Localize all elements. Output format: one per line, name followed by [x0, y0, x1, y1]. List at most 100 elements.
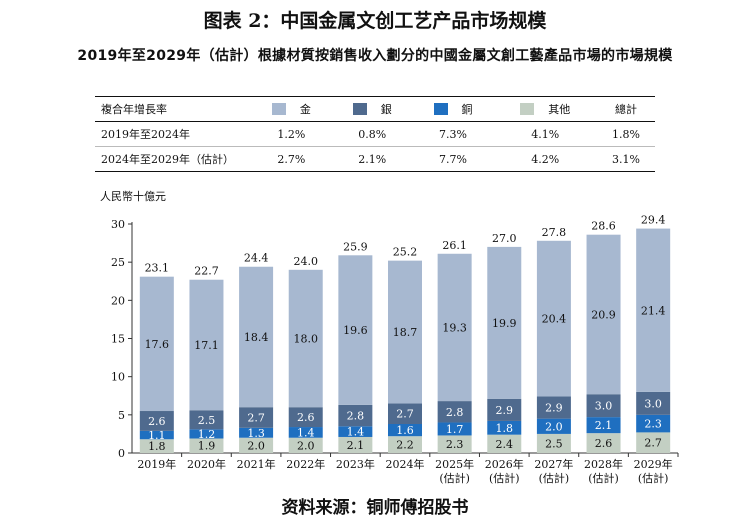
total-label: 22.7 — [194, 265, 219, 278]
bar-segment-other — [139, 439, 174, 453]
x-tick-label: 2023年 — [336, 457, 375, 471]
data-label-other: 1.9 — [198, 440, 216, 453]
bar-segment-gold — [437, 253, 472, 402]
data-label-other: 2.6 — [595, 437, 613, 450]
cagr-cell: 4.2% — [493, 146, 598, 172]
bar-segment-copper — [338, 426, 373, 437]
data-label-other: 2.3 — [446, 438, 464, 451]
data-label-copper: 1.7 — [446, 423, 464, 436]
data-label-gold: 19.6 — [343, 324, 368, 337]
y-axis-label: 人民幣十億元 — [100, 189, 166, 203]
x-tick-label-sub: (估計) — [539, 471, 570, 485]
bar-segment-gold — [586, 234, 621, 395]
bar-segment-gold — [536, 240, 571, 397]
figure-title: 图表 2：中国金属文创工艺产品市场规模 — [203, 10, 547, 32]
data-label-gold: 19.3 — [442, 321, 467, 334]
bar-segment-silver — [388, 403, 422, 424]
data-label-silver: 2.7 — [247, 412, 265, 425]
data-label-other: 2.4 — [496, 438, 514, 451]
bar-segment-other — [536, 433, 571, 453]
data-label-gold: 17.1 — [194, 339, 219, 352]
bar-segment-copper — [437, 422, 472, 436]
total-label: 25.9 — [343, 240, 368, 253]
data-label-other: 2.7 — [644, 437, 662, 450]
data-label-gold: 20.9 — [591, 308, 616, 321]
copper-swatch — [433, 103, 448, 115]
data-label-silver: 2.5 — [198, 414, 216, 427]
bar-segment-silver — [536, 396, 571, 419]
data-label-other: 2.5 — [545, 437, 563, 450]
cagr-col-total: 總計 — [597, 96, 655, 122]
bar-segment-gold — [288, 269, 323, 408]
data-label-other: 2.0 — [247, 439, 265, 452]
data-label-silver: 2.9 — [545, 402, 563, 415]
bar-segment-gold — [139, 276, 174, 412]
y-tick-label: 15 — [111, 333, 125, 346]
bar-segment-copper — [536, 418, 571, 434]
cagr-cell: 2.7% — [251, 146, 332, 172]
cagr-row-label: 2019年至2024年 — [95, 121, 251, 147]
x-tick-label: 2025年 — [435, 457, 474, 471]
data-label-copper: 2.3 — [644, 418, 662, 431]
data-label-gold: 18.0 — [293, 333, 318, 346]
data-label-other: 2.2 — [396, 439, 414, 452]
cagr-header-label: 複合年增長率 — [95, 96, 251, 122]
cagr-table: 複合年增長率 金 銀 銅 其他 總計 2019年至2024年 1.2% 0.8%… — [95, 96, 655, 172]
cagr-row-2019-2024: 2019年至2024年 1.2% 0.8% 7.3% 4.1% 1.8% — [95, 121, 655, 147]
data-label-other: 2.0 — [297, 439, 315, 452]
data-label-copper: 2.0 — [545, 420, 563, 433]
data-label-silver: 2.6 — [297, 411, 315, 424]
cagr-cell: 0.8% — [331, 121, 413, 147]
bar-segment-gold — [487, 246, 522, 399]
bar-segment-silver — [586, 394, 621, 418]
bar-segment-gold — [239, 266, 274, 408]
data-label-silver: 2.8 — [446, 406, 464, 419]
data-label-silver: 2.8 — [347, 410, 365, 423]
data-label-copper: 1.6 — [396, 424, 414, 437]
cagr-col-gold: 金 — [251, 96, 332, 122]
x-tick-label: 2024年 — [386, 457, 425, 471]
total-label: 27.8 — [542, 226, 567, 239]
bar-segment-copper — [139, 430, 174, 440]
cagr-header-row: 複合年增長率 金 銀 銅 其他 總計 — [95, 96, 655, 122]
x-tick-label-sub: (估計) — [489, 471, 520, 485]
bar-segment-copper — [636, 414, 671, 433]
data-label-copper: 1.8 — [496, 422, 514, 435]
x-tick-label-sub: (估計) — [439, 471, 470, 485]
x-tick-label-sub: (估計) — [638, 471, 669, 485]
bar-segment-other — [437, 435, 472, 453]
data-label-silver: 3.0 — [595, 400, 613, 413]
cagr-row-label: 2024年至2029年（估計） — [95, 146, 251, 172]
x-tick-label: 2029年 — [634, 457, 673, 471]
cagr-cell: 2.1% — [331, 146, 413, 172]
chart-subtitle: 2019年至2029年（估計）根據材質按銷售收入劃分的中國金屬文創工藝產品市場的… — [77, 48, 673, 64]
bar-segment-gold — [189, 279, 224, 411]
data-label-silver: 2.9 — [496, 404, 514, 417]
bar-segment-copper — [586, 417, 621, 434]
data-label-other: 2.1 — [347, 439, 365, 452]
y-tick-label: 30 — [111, 218, 125, 231]
data-label-copper: 1.1 — [148, 429, 166, 442]
bar-segment-silver — [288, 407, 323, 428]
bar-segment-copper — [388, 423, 422, 437]
data-label-copper: 1.4 — [297, 426, 315, 439]
x-tick-label: 2027年 — [534, 457, 573, 471]
bar-segment-silver — [338, 404, 373, 427]
bar-segment-copper — [288, 427, 323, 438]
total-label: 25.2 — [393, 246, 418, 259]
y-tick-label: 20 — [111, 294, 125, 307]
data-label-silver: 2.6 — [148, 415, 166, 428]
data-label-copper: 2.1 — [595, 419, 613, 432]
data-label-gold: 17.6 — [145, 338, 170, 351]
cagr-col-other: 其他 — [493, 96, 598, 122]
bar-segment-gold — [388, 260, 422, 404]
bar-segment-silver — [437, 401, 472, 423]
data-label-gold: 18.4 — [244, 331, 269, 344]
cagr-cell: 7.7% — [412, 146, 494, 172]
y-tick-label: 25 — [111, 256, 125, 269]
cagr-cell: 7.3% — [412, 121, 494, 147]
data-label-gold: 21.4 — [641, 304, 666, 317]
bar-segment-silver — [239, 407, 274, 428]
data-label-silver: 2.7 — [396, 408, 414, 421]
bar-segment-other — [239, 437, 274, 453]
